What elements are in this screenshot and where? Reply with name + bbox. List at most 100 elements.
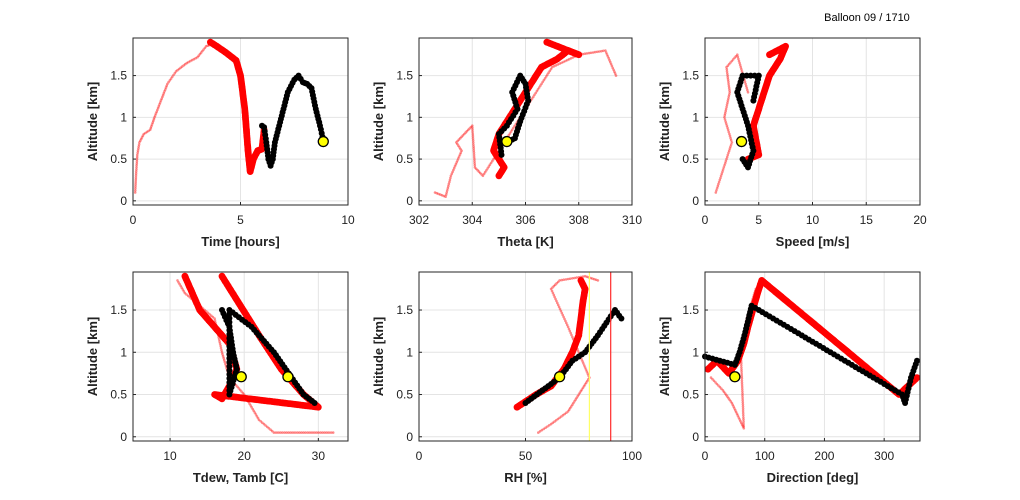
faint-data-point xyxy=(608,58,611,62)
faint-data-point xyxy=(135,159,139,163)
bold-data-point xyxy=(543,38,551,46)
faint-data-point xyxy=(734,410,738,414)
faint-data-point xyxy=(452,168,455,172)
faint-data-point xyxy=(179,284,182,288)
faint-data-point xyxy=(741,398,744,402)
faint-data-point xyxy=(537,86,541,89)
faint-data-point xyxy=(720,387,723,391)
faint-data-point xyxy=(472,145,475,148)
faint-data-point xyxy=(735,412,739,416)
faint-data-point xyxy=(471,132,475,136)
faint-data-point xyxy=(723,118,727,121)
x-axis-label: Time [hours] xyxy=(201,234,280,249)
faint-data-point xyxy=(460,149,463,152)
x-tick-label: 50 xyxy=(519,449,533,463)
faint-data-point xyxy=(134,176,138,180)
faint-data-point xyxy=(740,366,743,369)
faint-data-point xyxy=(566,325,570,329)
faint-data-point xyxy=(566,277,570,281)
faint-data-point xyxy=(739,419,742,423)
x-tick-label: 10 xyxy=(163,449,177,463)
faint-data-point xyxy=(721,168,725,171)
faint-data-point xyxy=(465,129,469,133)
faint-data-point xyxy=(471,139,475,142)
faint-data-point xyxy=(314,431,318,434)
faint-data-point xyxy=(583,52,587,55)
faint-data-point xyxy=(272,431,276,434)
faint-data-point xyxy=(150,125,153,128)
faint-data-point xyxy=(596,279,600,282)
faint-data-point xyxy=(453,164,457,168)
faint-data-point xyxy=(507,134,511,137)
faint-data-point xyxy=(725,157,728,161)
faint-data-point xyxy=(731,403,734,407)
faint-data-point xyxy=(741,411,745,415)
faint-data-point xyxy=(602,49,605,53)
faint-data-point xyxy=(488,163,492,166)
faint-data-point xyxy=(726,72,729,75)
recent-data-point xyxy=(226,315,233,322)
faint-data-point xyxy=(594,278,598,282)
subplot-3: 0 5 10 15 20 0 0.5 1 1.5 Speed [m/s] Altitude [km] xyxy=(657,37,927,249)
faint-data-point xyxy=(176,68,179,72)
faint-data-point xyxy=(733,407,736,410)
faint-data-point xyxy=(512,126,515,130)
faint-data-point xyxy=(729,61,732,64)
x-tick-label: 302 xyxy=(409,213,429,227)
faint-data-point xyxy=(210,314,213,318)
y-tick-label: 1.5 xyxy=(110,69,127,83)
faint-data-point xyxy=(176,279,179,282)
faint-data-point xyxy=(153,114,157,117)
faint-data-point xyxy=(138,141,141,144)
faint-data-point xyxy=(220,351,224,354)
faint-data-point xyxy=(471,124,474,127)
faint-data-point xyxy=(728,134,732,138)
faint-data-point xyxy=(740,379,744,382)
x-tick-label: 20 xyxy=(238,449,252,463)
faint-data-point xyxy=(570,405,573,408)
faint-data-point xyxy=(567,327,571,331)
recent-data-point xyxy=(914,357,920,364)
faint-data-point xyxy=(729,139,733,142)
faint-data-point xyxy=(291,431,295,434)
faint-data-point xyxy=(259,420,263,423)
faint-data-point xyxy=(134,182,137,186)
faint-data-point xyxy=(577,393,581,396)
faint-data-point xyxy=(563,317,566,321)
faint-data-point xyxy=(250,405,253,409)
faint-data-point xyxy=(561,413,565,417)
faint-data-point xyxy=(135,168,138,171)
faint-data-point xyxy=(139,137,143,141)
faint-data-point xyxy=(720,172,724,175)
faint-data-point xyxy=(582,362,585,365)
faint-data-point xyxy=(730,141,734,144)
faint-data-point xyxy=(444,195,447,198)
faint-data-point xyxy=(571,277,574,280)
faint-data-point xyxy=(727,149,731,152)
faint-data-point xyxy=(435,191,439,195)
faint-data-point xyxy=(553,420,556,423)
faint-data-point xyxy=(321,431,324,434)
faint-data-point xyxy=(571,56,575,59)
y-tick-label: 1.5 xyxy=(396,69,413,83)
faint-data-point xyxy=(473,157,476,161)
faint-data-point xyxy=(718,178,722,182)
faint-data-point xyxy=(549,422,553,426)
faint-data-point xyxy=(723,164,726,167)
faint-data-point xyxy=(456,159,459,162)
faint-data-point xyxy=(449,176,452,180)
faint-data-point xyxy=(742,422,745,426)
x-tick-label: 10 xyxy=(806,213,820,227)
faint-data-point xyxy=(439,193,442,196)
faint-data-point xyxy=(312,431,316,434)
faint-data-point xyxy=(457,144,460,147)
faint-data-point xyxy=(595,50,599,54)
axes-frame xyxy=(132,271,349,442)
faint-data-point xyxy=(447,184,450,188)
faint-data-point xyxy=(240,390,243,393)
faint-data-point xyxy=(187,60,190,64)
faint-data-point xyxy=(723,113,727,117)
faint-data-point xyxy=(234,384,238,387)
current-position-marker xyxy=(235,371,247,383)
faint-data-point xyxy=(551,286,554,289)
